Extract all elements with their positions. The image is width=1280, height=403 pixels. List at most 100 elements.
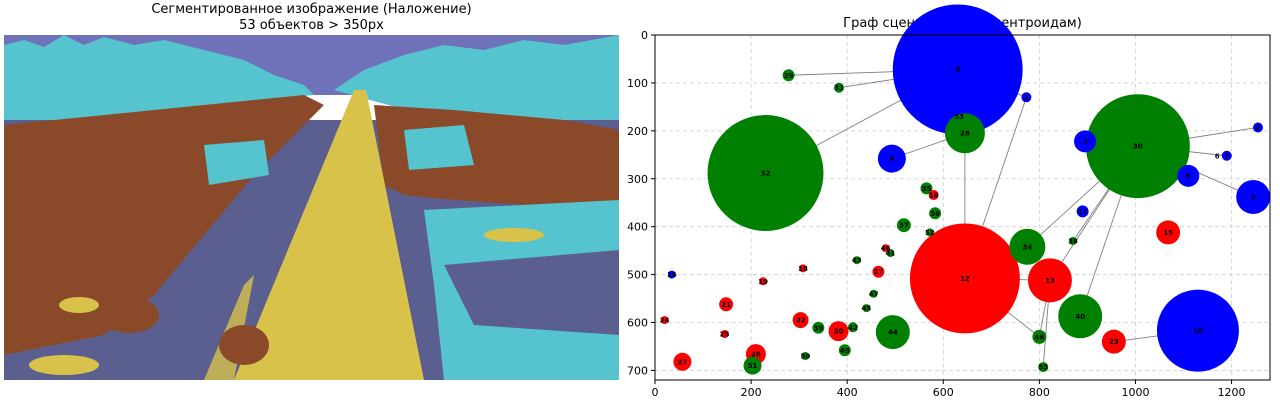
graph-node-label-29: 29 [784,72,794,80]
graph-node-label-41: 41 [886,250,896,258]
graph-node-5 [1236,179,1271,214]
graph-node-49 [838,344,851,357]
graph-node-label-31: 31 [834,84,844,92]
graph-node-34 [1009,228,1046,265]
graph-node-43 [852,256,861,265]
y-tick-label: 100 [627,77,648,90]
graph-node-10 [1156,289,1239,372]
yellow-patch-1 [59,297,99,313]
graph-node-label-14: 14 [667,271,677,279]
graph-node-label-38: 38 [1068,238,1078,246]
graph-node-17 [872,265,885,278]
ticks-layer: 0 200 400 600 800 1000 1200 0 100 200 300 400 500 600… [627,29,1246,399]
graph-node-label-45: 45 [862,305,872,313]
graph-node-16 [928,190,939,201]
yellow-patch-2 [29,355,99,375]
graph-node-46 [881,244,890,253]
graph-node-label-5: 5 [1251,193,1256,201]
graph-node-label-6: 6 [1215,152,1220,160]
graph-node-3 [1074,130,1097,153]
graph-node-14 [667,270,676,279]
graph-node-label-40: 40 [1075,313,1085,321]
graph-node-label-34: 34 [1022,243,1032,251]
road-region [234,90,424,380]
graph-node-label-18: 18 [798,265,808,273]
graph-node-label-42: 42 [848,324,858,332]
graph-node-label-48: 48 [1035,333,1045,341]
graph-node-label-25: 25 [720,331,730,339]
graph-node-9 [1177,164,1200,187]
graph-node-4 [877,144,906,173]
graph-node-label-30: 30 [1133,143,1143,151]
right-ground-patch [444,250,619,335]
graph-node-label-47: 47 [869,290,879,298]
graph-node-42 [847,322,858,333]
graph-node-label-50: 50 [801,353,811,361]
graph-node-label-46: 46 [881,245,891,253]
y-tick-label: 300 [627,173,648,186]
graph-node-7 [1221,150,1232,161]
graph-node-label-43: 43 [852,257,862,265]
graph-node-label-32: 32 [761,170,771,178]
x-tick-label: 800 [1029,386,1050,399]
x-tick-label: 200 [741,386,762,399]
graph-node-label-21: 21 [721,301,731,309]
graph-node-20 [828,321,849,342]
graph-node-23 [1101,329,1126,354]
graph-node-40 [1058,294,1103,339]
graph-node-31 [834,82,845,93]
graph-node-label-11: 11 [1078,208,1088,216]
graph-node-53 [1038,362,1049,373]
graph-node-label-44: 44 [888,329,898,337]
segmentation-title-line1: Сегментированное изображение (Наложение) [151,2,472,17]
graph-node-19 [759,277,768,286]
graph-node-27 [673,352,692,371]
graph-node-label-33: 33 [954,113,964,121]
graph-node-label-49: 49 [840,347,850,355]
graph-node-47 [869,289,878,298]
graph-node-label-7: 7 [1224,152,1229,160]
graph-node-22 [792,312,809,329]
graph-node-37 [896,218,911,233]
segmented-overlay-image [4,35,619,380]
graph-node-35 [920,182,933,195]
segmentation-title: Сегментированное изображение (Наложение)… [4,2,619,34]
graph-node-21 [719,297,734,312]
graph-node-18 [798,264,807,273]
graph-node-label-1: 1 [1024,94,1029,102]
graph-node-29 [782,69,795,82]
graph-node-39 [812,321,825,334]
graph-node-label-2: 2 [1256,124,1261,132]
graph-node-13 [1027,258,1072,303]
graph-node-32 [707,115,824,231]
graph-node-label-4: 4 [889,155,894,163]
graph-node-label-27: 27 [678,358,688,366]
graph-node-44 [875,315,910,350]
graph-node-label-53: 53 [1038,364,1048,372]
graph-node-36 [929,207,942,220]
graph-node-2 [1252,122,1263,133]
graph-node-label-23: 23 [1109,338,1119,346]
graph-node-label-16: 16 [929,192,939,200]
graph-node-38 [1069,237,1078,246]
graph-node-label-20: 20 [834,328,844,336]
x-tick-label: 600 [933,386,954,399]
tree-clump-1 [219,325,269,365]
graph-node-label-37: 37 [899,222,909,230]
graph-node-label-39: 39 [813,324,823,332]
graph-node-label-10: 10 [1193,327,1203,335]
graph-node-label-24: 24 [660,317,670,325]
graph-node-label-3: 3 [1083,138,1088,146]
y-tick-label: 500 [627,269,648,282]
graph-node-28 [944,113,985,154]
graph-node-label-19: 19 [758,278,768,286]
left-building-block [204,140,269,185]
graph-node-50 [801,352,810,361]
graph-node-label-12: 12 [960,275,970,283]
y-tick-label: 600 [627,317,648,330]
graph-node-15 [1156,220,1181,245]
tree-clump-2 [99,297,159,333]
graph-node-8 [892,4,1023,135]
